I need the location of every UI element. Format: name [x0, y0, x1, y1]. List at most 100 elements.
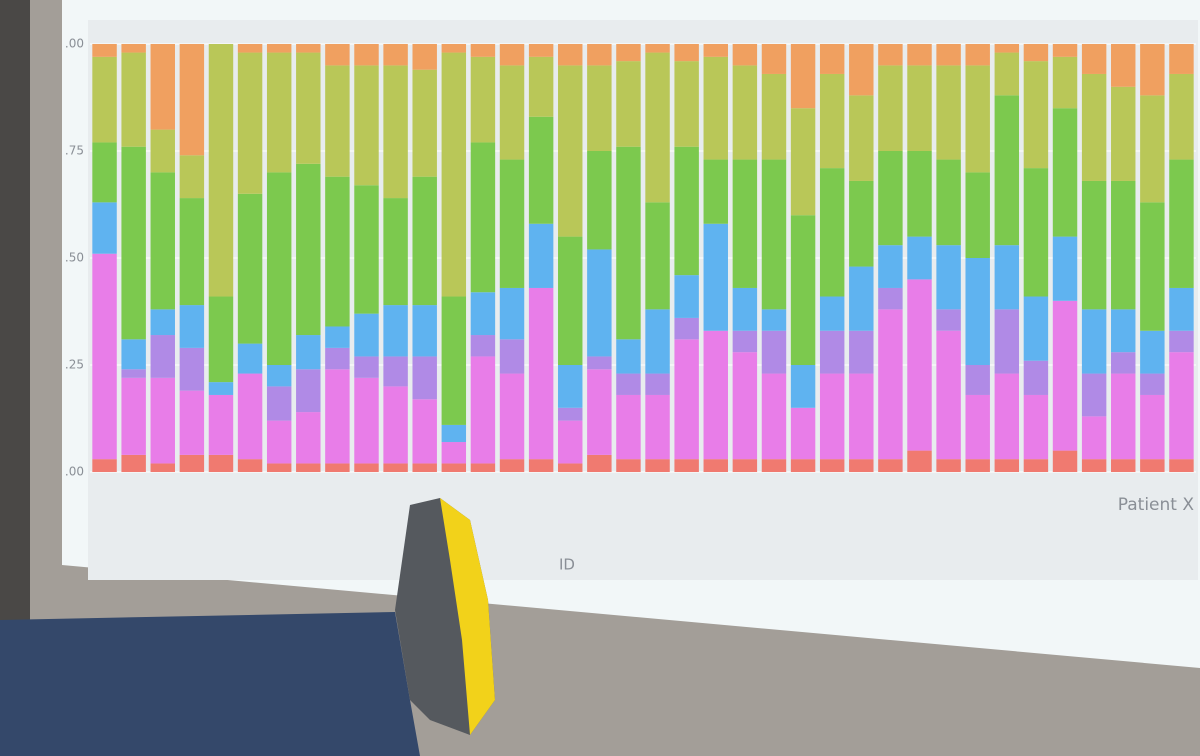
bar-segment: [470, 335, 496, 357]
bar-segment: [616, 373, 641, 395]
bar-segment: [354, 65, 379, 186]
bar-segment: [965, 459, 990, 472]
bar-segment: [383, 463, 408, 472]
y-tick-label: .75: [65, 144, 84, 158]
bar-segment: [616, 146, 641, 340]
bar-segment: [266, 44, 292, 53]
bar-segment: [208, 382, 234, 395]
bar-segment: [528, 116, 554, 224]
bar-segment: [965, 172, 990, 258]
bar-segment: [674, 339, 699, 460]
bar-segment: [179, 44, 205, 156]
bar-segment: [645, 394, 670, 460]
bar-segment: [1111, 309, 1136, 353]
bar-segment: [1052, 300, 1078, 451]
bar-segment: [383, 386, 408, 464]
bar-segment: [1140, 394, 1165, 460]
bar-segment: [470, 292, 496, 336]
bar-segment: [237, 193, 263, 344]
bar-segment: [296, 412, 321, 464]
bar-segment: [121, 377, 146, 455]
bar-segment: [587, 65, 612, 151]
bar-segment: [674, 317, 699, 340]
bar-segment: [965, 365, 990, 395]
bar-segment: [849, 180, 874, 267]
bar-segment: [732, 330, 758, 353]
bar-segment: [587, 44, 612, 66]
bar-segment: [878, 44, 903, 66]
bar-segment: [325, 463, 350, 472]
bar-segment: [558, 236, 583, 365]
bar-segment: [1081, 416, 1107, 460]
bar-segment: [1081, 459, 1107, 472]
bar-segment: [558, 365, 583, 408]
bar-segment: [849, 95, 874, 181]
bar-segment: [994, 309, 1020, 374]
bar-segment: [470, 44, 496, 57]
bar-segment: [150, 44, 175, 130]
bar-segment: [965, 44, 990, 66]
bar-segment: [1111, 44, 1136, 87]
bar-segment: [499, 373, 525, 460]
bar-segment: [412, 44, 437, 70]
bar-segment: [92, 44, 117, 57]
bar-segment: [936, 159, 961, 246]
bar-segment: [266, 52, 292, 173]
bar-segment: [121, 44, 146, 53]
bar-segment: [1081, 180, 1107, 310]
bar-segment: [790, 407, 816, 460]
bar-segment: [849, 330, 874, 374]
bar-segment: [1111, 373, 1136, 460]
bar-segment: [994, 373, 1020, 460]
bar-segment: [499, 287, 525, 340]
bar-segment: [1081, 309, 1107, 374]
bar-segment: [1023, 61, 1049, 169]
y-tick-label: .00: [65, 37, 84, 51]
bar-segment: [674, 459, 699, 472]
bar-segment: [296, 44, 321, 53]
bar-segment: [237, 44, 263, 53]
bar-segment: [179, 454, 205, 472]
bar-segment: [441, 463, 467, 472]
bar-segment: [441, 424, 467, 443]
bar-segment: [965, 65, 990, 173]
bar-segment: [266, 172, 292, 365]
bar-segment: [936, 309, 961, 331]
bar-segment: [761, 44, 787, 74]
bar-segment: [703, 44, 728, 57]
bar-segment: [732, 352, 758, 460]
bar-segment: [1169, 459, 1194, 472]
bar-segment: [819, 330, 845, 374]
bar-segment: [412, 399, 437, 464]
bar-segment: [1052, 450, 1078, 472]
bar-segment: [92, 253, 117, 460]
bar-segment: [1111, 459, 1136, 472]
bar-segment: [528, 287, 554, 460]
bar-segment: [732, 44, 758, 66]
bar-segment: [441, 44, 467, 53]
bar-segment: [819, 73, 845, 169]
bar-segment: [819, 459, 845, 472]
bar-segment: [499, 159, 525, 288]
bar-segment: [528, 223, 554, 288]
bar-segment: [441, 52, 467, 297]
bar-segment: [383, 44, 408, 66]
bar-segment: [819, 373, 845, 460]
bar-segment: [761, 459, 787, 472]
bar-segment: [645, 309, 670, 374]
bar-segment: [703, 56, 728, 160]
bar-segment: [528, 56, 554, 117]
bar-segment: [703, 223, 728, 331]
bar-segment: [150, 309, 175, 336]
bar-segment: [616, 44, 641, 62]
bar-segment: [849, 459, 874, 472]
bar-segment: [441, 296, 467, 425]
bar-segment: [150, 335, 175, 378]
bar-segment: [121, 146, 146, 340]
bar-segment: [470, 356, 496, 464]
bar-segment: [790, 459, 816, 472]
bar-segment: [878, 459, 903, 472]
bar-segment: [121, 52, 146, 147]
bar-segment: [587, 151, 612, 250]
bar-segment: [354, 44, 379, 66]
